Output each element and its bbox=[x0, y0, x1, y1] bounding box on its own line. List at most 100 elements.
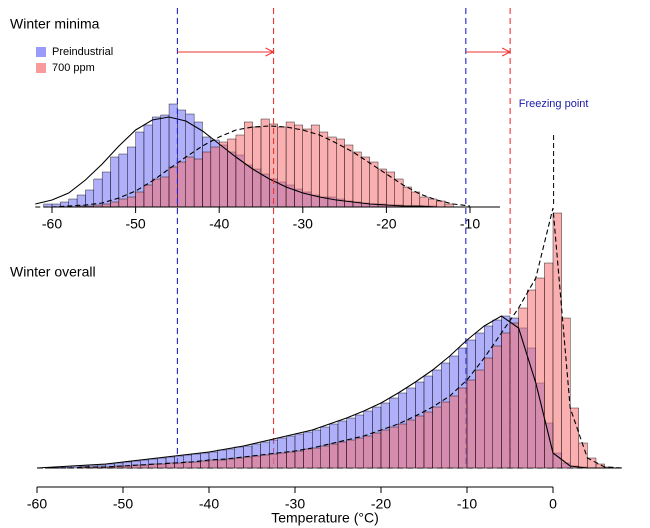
x-tick-label: -40 bbox=[209, 216, 229, 232]
histogram-bar bbox=[398, 423, 408, 469]
histogram-bar bbox=[294, 124, 304, 208]
legend-swatch bbox=[36, 63, 46, 73]
histogram-bar bbox=[372, 432, 382, 469]
histogram-bar bbox=[152, 178, 161, 208]
x-tick-label: -50 bbox=[125, 216, 145, 232]
histogram-bar bbox=[352, 151, 362, 208]
histogram-bar bbox=[363, 435, 373, 469]
legend-label: Preindustrial bbox=[52, 46, 113, 58]
histogram-bar bbox=[377, 168, 387, 208]
histogram-bar bbox=[402, 186, 412, 208]
x-axis-label: Temperature (°C) bbox=[271, 510, 379, 526]
histogram-bar bbox=[436, 200, 446, 208]
histogram-bar bbox=[218, 141, 228, 208]
histogram-bar bbox=[286, 451, 296, 469]
histogram-bar bbox=[320, 445, 330, 469]
histogram-bar bbox=[234, 457, 244, 469]
histogram-bar bbox=[501, 332, 511, 469]
histogram-bar bbox=[389, 426, 399, 469]
histogram-bar bbox=[118, 198, 128, 208]
histogram-bar bbox=[200, 460, 210, 469]
density-curve bbox=[35, 125, 471, 208]
histogram-bar bbox=[411, 191, 421, 208]
x-tick-label: -40 bbox=[199, 496, 219, 512]
histogram-bar bbox=[225, 458, 235, 469]
legend-label: 700 ppm bbox=[52, 62, 95, 74]
histogram-bar bbox=[329, 443, 339, 469]
density-curve bbox=[37, 207, 622, 469]
histogram-bar bbox=[260, 118, 270, 208]
arrow-head bbox=[501, 47, 512, 57]
histogram-bar bbox=[449, 395, 459, 469]
panel-title: Winter minima bbox=[10, 16, 100, 32]
histogram-bar bbox=[458, 387, 468, 469]
histogram-bar bbox=[191, 461, 201, 469]
histogram-bar bbox=[210, 146, 220, 208]
histogram-bar bbox=[344, 144, 354, 208]
histogram-bar bbox=[208, 459, 218, 469]
histogram-bar bbox=[394, 178, 404, 208]
histogram-bar bbox=[243, 456, 253, 469]
histogram-bar bbox=[428, 198, 437, 208]
histogram-bar bbox=[135, 191, 145, 208]
legend-swatch bbox=[36, 47, 46, 57]
annotation: Freezing point bbox=[519, 98, 589, 110]
histogram-bar bbox=[361, 156, 370, 208]
histogram-bar bbox=[415, 415, 425, 469]
histogram-bar bbox=[312, 447, 322, 469]
histogram-bar bbox=[177, 161, 186, 208]
histogram-bar bbox=[336, 138, 345, 208]
histogram-bar bbox=[269, 453, 279, 469]
histogram-bar bbox=[492, 345, 502, 469]
x-tick-label: -10 bbox=[460, 216, 480, 232]
histogram-bar bbox=[277, 126, 287, 208]
histogram-bar bbox=[552, 212, 562, 469]
histogram-bar bbox=[369, 161, 379, 208]
histogram-bar bbox=[355, 437, 365, 469]
x-tick-label: -10 bbox=[457, 496, 477, 512]
histogram-bar bbox=[419, 196, 429, 208]
histogram-bar bbox=[285, 121, 295, 208]
histogram-bar bbox=[303, 448, 313, 469]
x-tick-label: -20 bbox=[376, 216, 396, 232]
histogram-bar bbox=[337, 441, 347, 469]
histogram-bar bbox=[561, 317, 571, 469]
histogram-bar bbox=[174, 462, 184, 469]
histogram-bar bbox=[160, 176, 170, 208]
histogram-bar bbox=[235, 134, 245, 208]
histogram-bar bbox=[406, 419, 416, 469]
histogram-bar bbox=[202, 151, 212, 208]
histogram-bar bbox=[127, 196, 136, 208]
histogram-bar bbox=[535, 277, 545, 469]
x-tick-label: -30 bbox=[293, 216, 313, 232]
histogram-bar bbox=[327, 136, 337, 208]
histogram-bar bbox=[252, 126, 262, 208]
histogram-bar bbox=[432, 406, 442, 469]
density-curve bbox=[36, 315, 622, 469]
histogram-bar bbox=[227, 138, 237, 208]
x-tick-label: -20 bbox=[371, 496, 391, 512]
histogram-bar bbox=[217, 459, 227, 469]
histogram-bar bbox=[185, 156, 195, 208]
histogram-bar bbox=[423, 411, 433, 469]
density-curve bbox=[35, 116, 470, 208]
histogram-bar bbox=[294, 450, 304, 469]
histogram-bar bbox=[310, 124, 320, 208]
histogram-bar bbox=[260, 454, 270, 469]
x-tick-label: -60 bbox=[27, 496, 47, 512]
histogram-bar bbox=[101, 171, 111, 208]
histogram-bar bbox=[475, 369, 485, 469]
histogram-bar bbox=[509, 322, 519, 469]
histogram-bar bbox=[570, 407, 580, 469]
panel-title: Winter overall bbox=[10, 264, 96, 280]
histogram-bar bbox=[302, 128, 312, 208]
histogram-bar bbox=[346, 439, 356, 469]
histogram-bar bbox=[157, 463, 167, 469]
x-tick-label: -60 bbox=[42, 216, 62, 232]
histogram-bar bbox=[277, 452, 287, 469]
histogram-bar bbox=[380, 429, 390, 469]
histogram-bar bbox=[319, 131, 329, 208]
histogram-bar bbox=[269, 123, 278, 208]
histogram-bar bbox=[168, 166, 178, 208]
